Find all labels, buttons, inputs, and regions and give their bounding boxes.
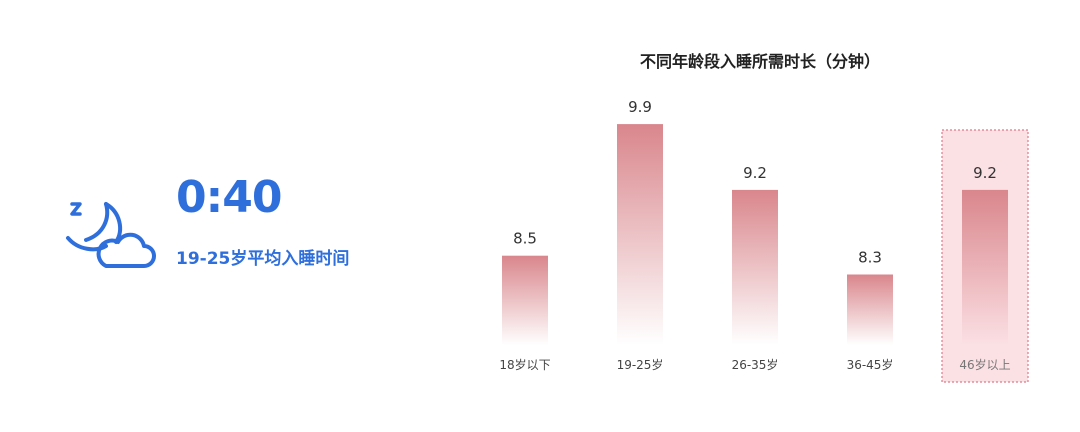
data-label: 9.9 [628,98,652,116]
bar [617,124,663,345]
bar [732,189,778,345]
bar [962,189,1008,345]
x-tick-label: 19-25岁 [617,357,664,372]
bar [502,255,548,345]
data-label: 9.2 [743,164,767,182]
chart-title: 不同年龄段入睡所需时长（分钟） [639,52,880,71]
x-tick-label: 36-45岁 [847,357,894,372]
stat-value: 0:40 [176,172,282,223]
x-tick-label: 46岁以上 [959,357,1010,372]
data-label: 9.2 [973,164,997,182]
stat-label: 19-25岁平均入睡时间 [176,249,350,269]
data-label: 8.5 [513,230,537,248]
x-tick-label: 18岁以下 [499,357,550,372]
bar [847,274,893,345]
data-label: 8.3 [858,249,882,267]
x-tick-label: 26-35岁 [732,357,779,372]
moon-cloud-sleep-icon [66,202,156,268]
